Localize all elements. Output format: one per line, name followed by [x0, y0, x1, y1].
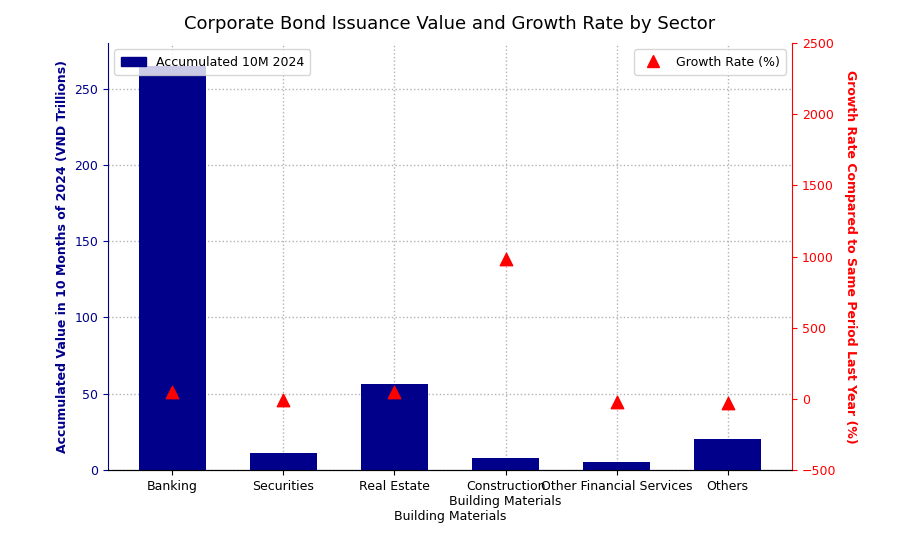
Growth Rate (%)	[276, 396, 291, 404]
Growth Rate (%)	[166, 387, 180, 396]
Legend: Accumulated 10M 2024: Accumulated 10M 2024	[114, 50, 310, 75]
Bar	[694, 440, 760, 470]
Bar	[250, 453, 317, 470]
Bar	[583, 462, 650, 470]
Bar	[361, 384, 428, 470]
Y-axis label: Accumulated Value in 10 Months of 2024 (VND Trillions): Accumulated Value in 10 Months of 2024 (…	[56, 60, 68, 453]
Growth Rate (%)	[720, 399, 734, 407]
Title: Corporate Bond Issuance Value and Growth Rate by Sector: Corporate Bond Issuance Value and Growth…	[184, 15, 716, 33]
Growth Rate (%)	[499, 255, 513, 264]
Growth Rate (%)	[387, 387, 401, 396]
X-axis label: Building Materials: Building Materials	[394, 510, 506, 523]
Growth Rate (%)	[609, 397, 624, 406]
Bar	[140, 66, 206, 470]
Legend: Growth Rate (%): Growth Rate (%)	[634, 50, 786, 75]
Y-axis label: Growth Rate Compared to Same Period Last Year (%): Growth Rate Compared to Same Period Last…	[844, 70, 857, 443]
Bar	[472, 457, 539, 470]
